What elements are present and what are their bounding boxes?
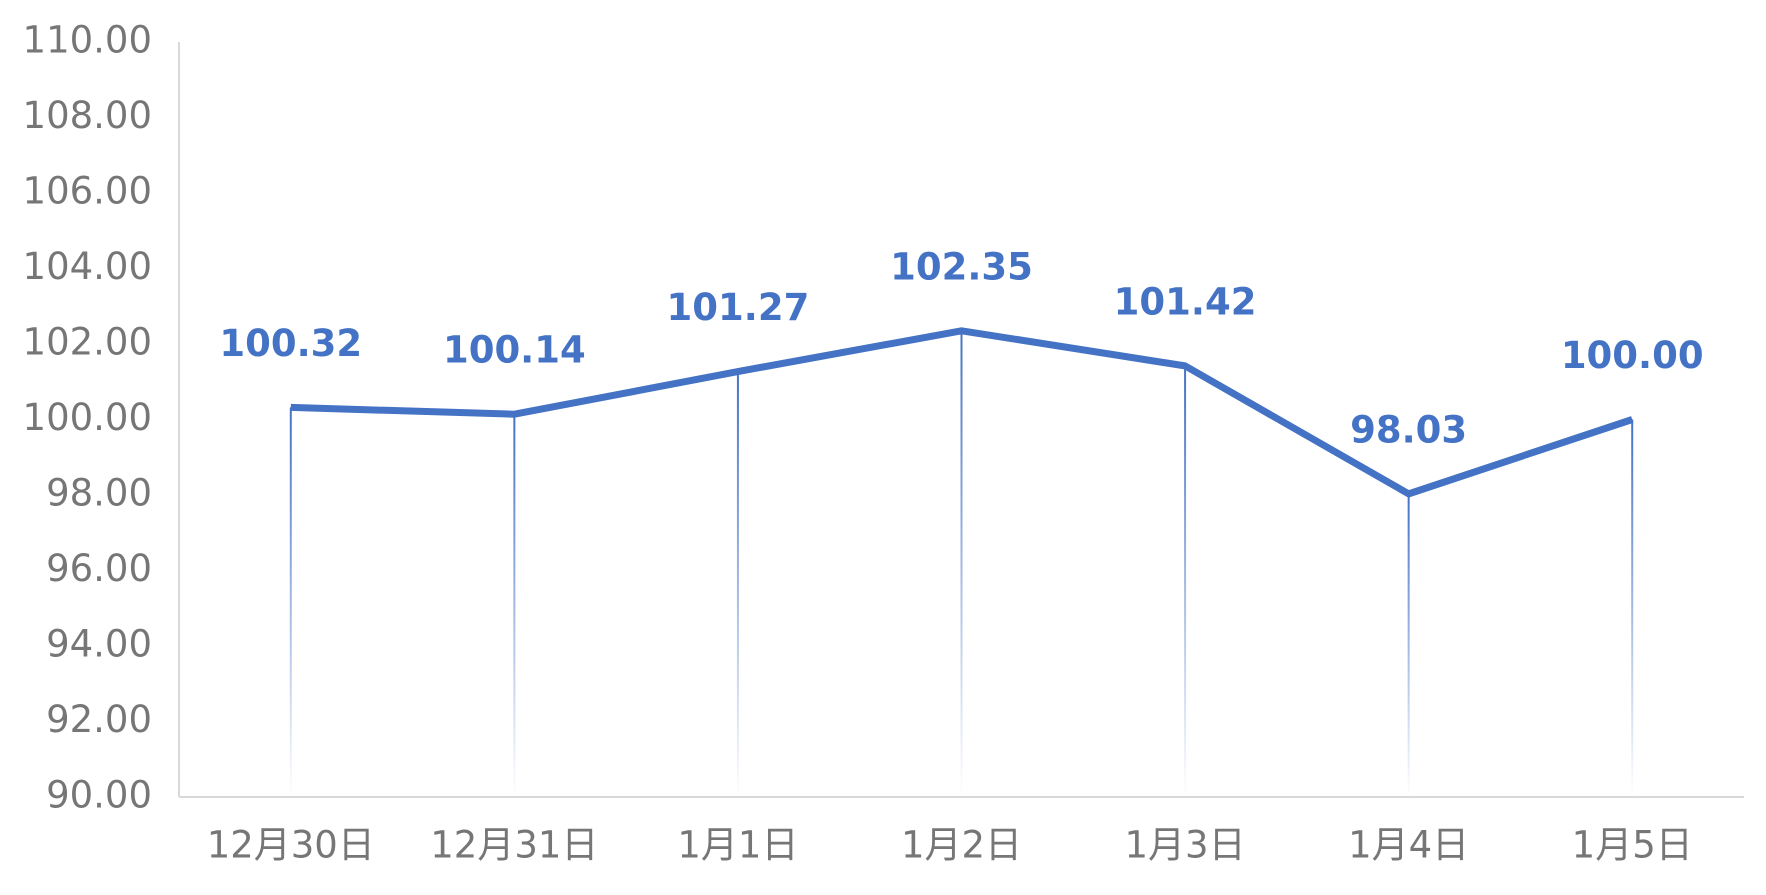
y-tick-label: 108.00 (23, 94, 152, 137)
data-label: 100.32 (219, 322, 362, 365)
x-tick-label: 12月31日 (430, 824, 598, 867)
x-tick-label: 1月2日 (901, 824, 1022, 867)
x-tick-label: 1月5日 (1572, 824, 1693, 867)
y-tick-label: 94.00 (46, 623, 152, 666)
y-tick-label: 98.00 (46, 472, 152, 515)
data-line (290, 327, 1634, 498)
x-tick-label: 1月4日 (1348, 824, 1469, 867)
data-label: 101.27 (667, 286, 810, 329)
y-tick-label: 92.00 (46, 698, 152, 741)
data-label: 101.42 (1114, 280, 1257, 323)
y-tick-label: 106.00 (23, 170, 152, 213)
data-label: 102.35 (890, 245, 1033, 288)
data-label: 100.14 (443, 329, 586, 372)
y-tick-label: 102.00 (23, 321, 152, 364)
x-tick-label: 1月1日 (677, 824, 798, 867)
y-tick-label: 104.00 (23, 245, 152, 288)
x-tick-label: 1月3日 (1125, 824, 1246, 867)
data-label: 100.00 (1561, 334, 1704, 377)
y-tick-label: 110.00 (23, 19, 152, 62)
x-tick-label: 12月30日 (207, 824, 375, 867)
data-label: 98.03 (1350, 408, 1467, 451)
y-tick-label: 100.00 (23, 396, 152, 439)
y-tick-label: 96.00 (46, 547, 152, 590)
y-tick-label: 90.00 (46, 774, 152, 817)
